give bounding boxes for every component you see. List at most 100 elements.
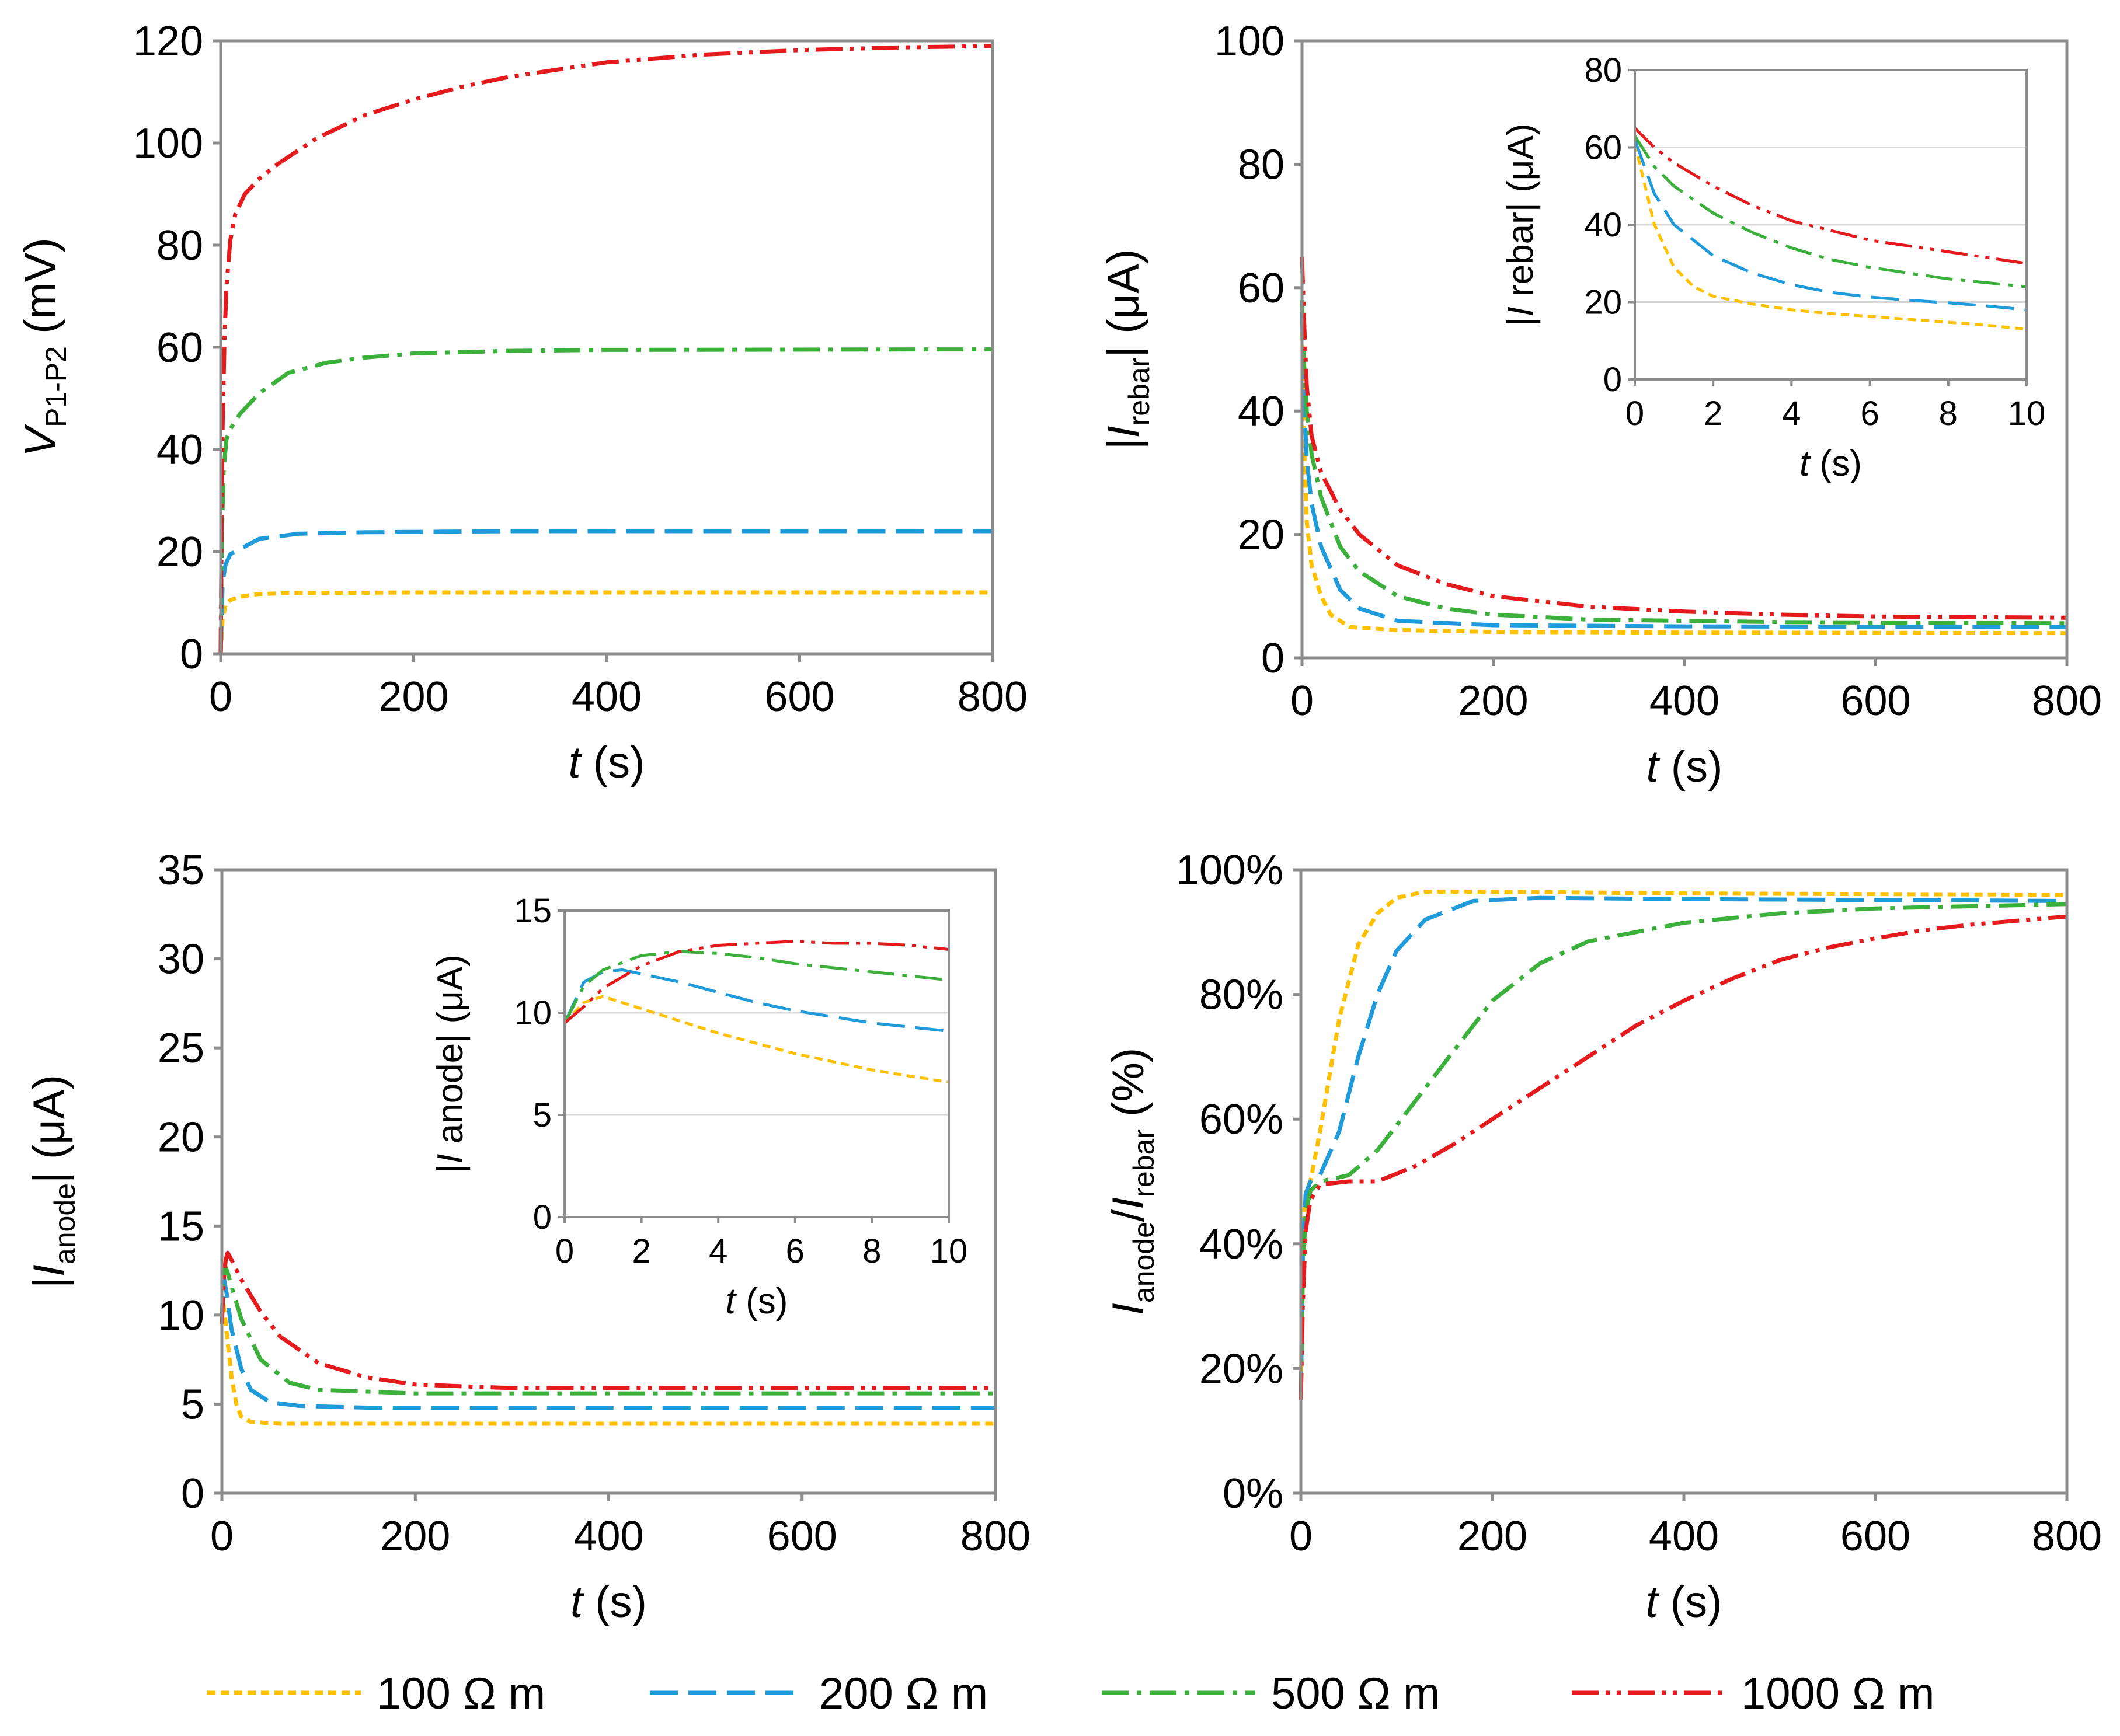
x-tick-label: 0 (1289, 1513, 1313, 1560)
y-axis-label: |I anode| (μA) (430, 954, 471, 1173)
x-tick-label: 800 (960, 1513, 1031, 1560)
x-tick-label: 8 (1939, 395, 1958, 433)
y-tick-label: 30 (158, 936, 204, 983)
legend-label: 1000 Ω m (1741, 1669, 1934, 1718)
series-line-1 (1300, 318, 2067, 636)
series-line-2 (220, 1275, 995, 1410)
x-axis-label: t (s) (569, 738, 645, 787)
x-tick-label: 2 (632, 1232, 650, 1270)
y-tick-label: 20 (1584, 284, 1622, 322)
y-tick-label: 20 (156, 529, 203, 576)
y-tick-label: 0% (1223, 1470, 1283, 1517)
y-tick-label: 0 (181, 1470, 204, 1517)
x-tick-label: 200 (378, 674, 448, 720)
x-tick-label: 0 (555, 1232, 574, 1270)
series-line-4 (220, 1250, 995, 1390)
series-line-3 (1299, 902, 2067, 1400)
x-tick-label: 200 (380, 1513, 450, 1560)
y-tick-label: 40 (1238, 388, 1284, 435)
y-tick-label: 0 (533, 1198, 552, 1236)
series-line-4 (1299, 914, 2067, 1400)
x-tick-label: 6 (1860, 395, 1879, 433)
y-tick-label: 10 (514, 994, 552, 1032)
series-line-3 (563, 950, 949, 1024)
x-axis-label: t (s) (726, 1281, 788, 1322)
x-tick-label: 6 (786, 1232, 805, 1270)
x-tick-label: 0 (1290, 678, 1314, 724)
series-line-2 (1633, 139, 2027, 312)
x-tick-label: 800 (2032, 678, 2102, 724)
series-line-4 (218, 44, 993, 654)
legend-label: 200 Ω m (819, 1669, 988, 1718)
x-tick-label: 8 (862, 1232, 881, 1270)
y-tick-label: 40 (1584, 206, 1622, 244)
inset-background (565, 911, 949, 1217)
series-line-3 (1300, 299, 2067, 626)
y-tick-label: 15 (514, 892, 552, 930)
y-tick-label: 20 (158, 1114, 204, 1161)
y-tick-label: 80% (1199, 972, 1283, 1019)
y-tick-label: 60% (1199, 1096, 1283, 1143)
y-tick-label: 0 (1603, 361, 1622, 399)
x-axis-label: t (s) (1646, 742, 1723, 792)
x-tick-label: 0 (1625, 395, 1644, 433)
x-tick-label: 200 (1458, 678, 1528, 724)
y-tick-label: 80 (1238, 141, 1284, 188)
legend-label: 100 Ω m (377, 1669, 545, 1718)
x-tick-label: 600 (764, 674, 834, 720)
y-axis-label: |I rebar| (μA) (1501, 123, 1541, 326)
y-tick-label: 0 (180, 631, 203, 678)
x-tick-label: 600 (1840, 1513, 1910, 1560)
series-line-3 (218, 347, 993, 654)
chart-rebar-inset: 0 2 4 6 8 10 0 20 40 60 80 t (s) |I rebar| (μA) (1501, 51, 2045, 484)
y-tick-label: 0 (1261, 635, 1284, 682)
x-tick-label: 4 (709, 1232, 727, 1270)
y-tick-label: 40% (1199, 1221, 1283, 1268)
x-tick-label: 400 (573, 1513, 643, 1560)
y-tick-label: 10 (158, 1292, 204, 1339)
series-line-2 (218, 529, 993, 654)
y-tick-label: 20% (1199, 1345, 1283, 1392)
legend-item-3: 500 Ω m (1102, 1669, 1440, 1718)
x-tick-label: 10 (2008, 395, 2046, 433)
y-tick-label: 5 (181, 1381, 204, 1428)
x-tick-label: 400 (1649, 1513, 1719, 1560)
y-tick-label: 60 (1238, 265, 1284, 312)
x-axis-label: t (s) (1646, 1577, 1722, 1627)
legend-item-2: 200 Ω m (650, 1669, 988, 1718)
y-tick-label: 60 (1584, 129, 1622, 167)
x-tick-label: 10 (930, 1232, 968, 1270)
series-line-1 (218, 590, 993, 654)
legend-item-1: 100 Ω m (207, 1669, 545, 1718)
y-tick-label: 25 (158, 1025, 204, 1072)
y-tick-label: 35 (158, 847, 204, 894)
series-line-1 (563, 995, 949, 1084)
y-axis-label: |Ianode| (μA) (25, 1075, 81, 1288)
x-tick-label: 0 (209, 674, 232, 720)
legend-item-4: 1000 Ω m (1572, 1669, 1934, 1718)
x-axis-label: t (s) (570, 1577, 647, 1627)
x-tick-label: 800 (958, 674, 1028, 720)
chart-vp: 0 200 400 600 800 0 20 40 60 80 100 120 t (s) VP1-P2 … (16, 18, 1028, 787)
series-line-1 (1299, 889, 2067, 1400)
x-tick-label: 0 (210, 1513, 234, 1560)
x-tick-label: 200 (1457, 1513, 1527, 1560)
legend-label: 500 Ω m (1271, 1669, 1440, 1718)
series-line-4 (1634, 127, 2027, 265)
y-tick-label: 5 (533, 1096, 552, 1134)
x-tick-label: 400 (1649, 678, 1719, 724)
y-tick-label: 40 (156, 427, 203, 473)
y-tick-label: 20 (1238, 512, 1284, 559)
series-line-2 (1300, 312, 2067, 629)
x-tick-label: 800 (2032, 1513, 2102, 1560)
series-line-4 (563, 940, 949, 1024)
x-tick-label: 600 (767, 1513, 837, 1560)
x-tick-label: 400 (572, 674, 642, 720)
y-axis-label: VP1-P2 (mV) (16, 238, 72, 456)
x-tick-label: 4 (1782, 395, 1801, 433)
y-axis-label: Ianode/Irebar (%) (1103, 1048, 1160, 1315)
series-line-3 (1633, 135, 2027, 288)
